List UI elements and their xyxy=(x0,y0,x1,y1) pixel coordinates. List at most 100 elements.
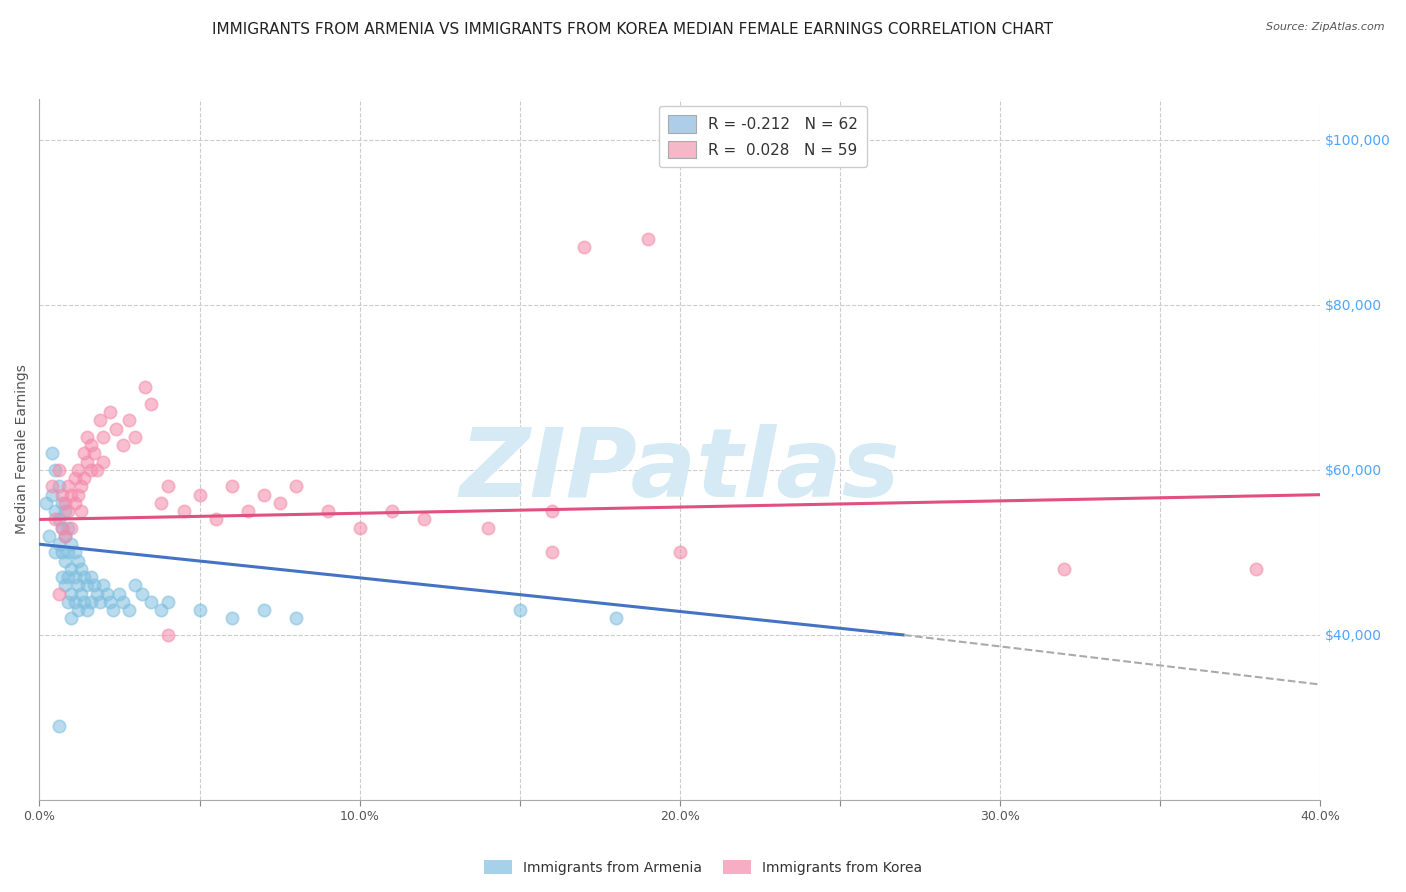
Point xyxy=(58,521,80,535)
Point xyxy=(66,554,89,568)
Point xyxy=(236,504,259,518)
Point xyxy=(284,479,307,493)
Point xyxy=(98,405,121,419)
Point xyxy=(1053,562,1076,576)
Point xyxy=(58,504,80,518)
Point xyxy=(269,496,291,510)
Point xyxy=(111,438,134,452)
Point xyxy=(221,611,243,625)
Text: Source: ZipAtlas.com: Source: ZipAtlas.com xyxy=(1267,22,1385,32)
Point xyxy=(76,430,98,444)
Point xyxy=(66,488,89,502)
Point xyxy=(60,562,83,576)
Point xyxy=(131,587,153,601)
Point xyxy=(86,587,108,601)
Point xyxy=(349,521,371,535)
Point xyxy=(188,603,211,617)
Point xyxy=(66,578,89,592)
Point xyxy=(48,719,70,733)
Text: IMMIGRANTS FROM ARMENIA VS IMMIGRANTS FROM KOREA MEDIAN FEMALE EARNINGS CORRELAT: IMMIGRANTS FROM ARMENIA VS IMMIGRANTS FR… xyxy=(212,22,1053,37)
Point xyxy=(63,496,86,510)
Point xyxy=(89,413,111,427)
Point xyxy=(73,570,96,584)
Point xyxy=(66,463,89,477)
Point xyxy=(53,504,76,518)
Point xyxy=(51,521,73,535)
Point xyxy=(44,545,66,559)
Point xyxy=(188,488,211,502)
Point xyxy=(44,512,66,526)
Point xyxy=(150,496,173,510)
Point xyxy=(35,496,58,510)
Point xyxy=(98,595,121,609)
Point xyxy=(150,603,173,617)
Point xyxy=(58,595,80,609)
Point xyxy=(44,504,66,518)
Point xyxy=(605,611,627,625)
Point xyxy=(134,380,156,394)
Point xyxy=(101,603,124,617)
Point xyxy=(477,521,499,535)
Point xyxy=(60,587,83,601)
Point xyxy=(316,504,339,518)
Point xyxy=(63,545,86,559)
Point xyxy=(124,578,146,592)
Point xyxy=(540,504,562,518)
Point xyxy=(73,595,96,609)
Point xyxy=(51,545,73,559)
Point xyxy=(53,529,76,543)
Point xyxy=(118,603,141,617)
Point xyxy=(60,537,83,551)
Y-axis label: Median Female Earnings: Median Female Earnings xyxy=(15,364,30,534)
Point xyxy=(118,413,141,427)
Point xyxy=(58,479,80,493)
Point xyxy=(53,496,76,510)
Point xyxy=(63,570,86,584)
Point xyxy=(41,488,63,502)
Point xyxy=(38,529,60,543)
Point xyxy=(51,496,73,510)
Point xyxy=(93,455,115,469)
Point xyxy=(70,562,93,576)
Point xyxy=(51,488,73,502)
Point xyxy=(156,595,179,609)
Point xyxy=(381,504,404,518)
Point xyxy=(83,578,105,592)
Point xyxy=(41,479,63,493)
Text: ZIPatlas: ZIPatlas xyxy=(460,424,900,516)
Point xyxy=(284,611,307,625)
Point xyxy=(58,570,80,584)
Point xyxy=(48,587,70,601)
Point xyxy=(58,545,80,559)
Point xyxy=(73,446,96,460)
Point xyxy=(60,488,83,502)
Point xyxy=(83,446,105,460)
Point xyxy=(412,512,434,526)
Point xyxy=(540,545,562,559)
Point xyxy=(48,537,70,551)
Point xyxy=(70,587,93,601)
Point xyxy=(105,422,128,436)
Point xyxy=(48,479,70,493)
Point xyxy=(156,628,179,642)
Point xyxy=(509,603,531,617)
Point xyxy=(252,488,274,502)
Point xyxy=(111,595,134,609)
Point xyxy=(79,570,101,584)
Point xyxy=(66,603,89,617)
Point xyxy=(48,463,70,477)
Point xyxy=(79,595,101,609)
Point xyxy=(124,430,146,444)
Point xyxy=(108,587,131,601)
Point xyxy=(51,570,73,584)
Point xyxy=(70,504,93,518)
Point xyxy=(73,471,96,485)
Point xyxy=(53,529,76,543)
Point xyxy=(41,446,63,460)
Point xyxy=(53,554,76,568)
Point xyxy=(221,479,243,493)
Point xyxy=(637,232,659,246)
Point xyxy=(669,545,692,559)
Point xyxy=(76,455,98,469)
Point xyxy=(63,595,86,609)
